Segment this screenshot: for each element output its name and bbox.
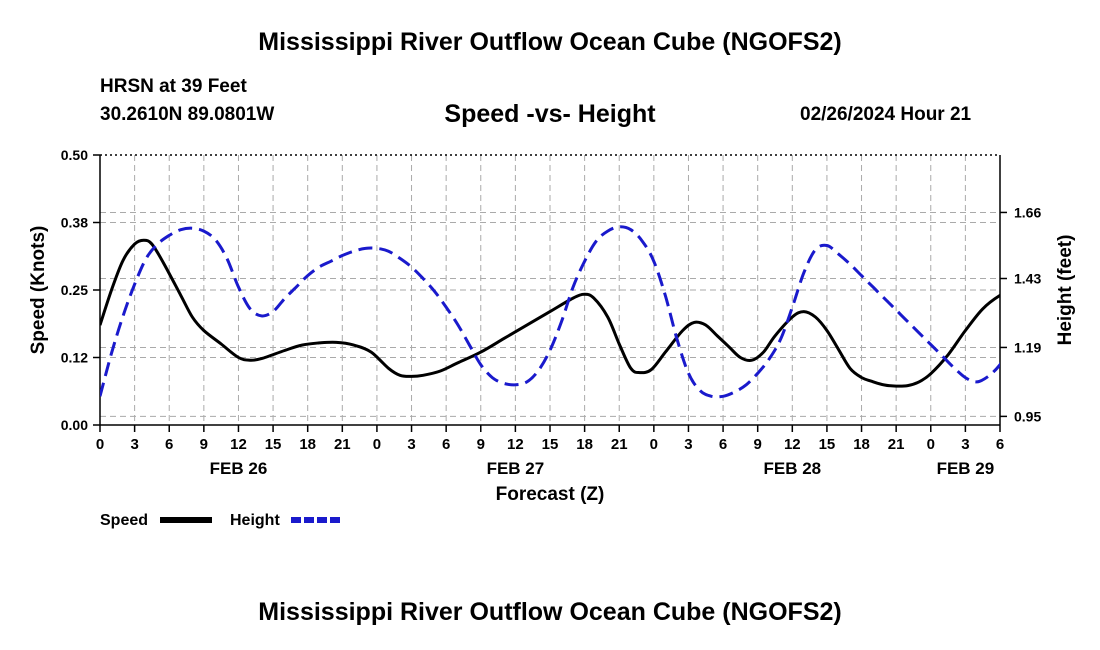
x-tick-label: 18 [853, 436, 870, 453]
right-tick-label: 0.95 [1014, 408, 1041, 424]
x-tick-label: 15 [265, 436, 282, 453]
x-tick-label: 12 [784, 436, 801, 453]
station-label: HRSN at 39 Feet [100, 76, 247, 97]
x-tick-label: 0 [927, 436, 935, 453]
x-tick-label: 9 [200, 436, 208, 453]
left-tick-label: 0.00 [61, 417, 88, 433]
speed-series-line [100, 238, 1000, 388]
chart-title: Mississippi River Outflow Ocean Cube (NG… [258, 28, 842, 56]
x-tick-label: 3 [684, 436, 692, 453]
right-tick-label: 1.19 [1014, 339, 1041, 355]
right-axis-label: Height (feet) [1055, 235, 1076, 346]
x-tick-label: 3 [130, 436, 138, 453]
left-tick-label: 0.12 [61, 350, 88, 366]
date-label: FEB 28 [763, 459, 821, 478]
x-tick-label: 6 [996, 436, 1004, 453]
x-tick-label: 6 [719, 436, 727, 453]
x-tick-label: 21 [611, 436, 628, 453]
x-tick-label: 12 [507, 436, 524, 453]
left-tick-label: 0.50 [61, 147, 88, 163]
right-tick-label: 1.43 [1014, 271, 1041, 287]
x-tick-label: 6 [165, 436, 173, 453]
forecast-datetime: 02/26/2024 Hour 21 [800, 104, 972, 125]
x-tick-label: 6 [442, 436, 450, 453]
x-tick-label: 3 [407, 436, 415, 453]
x-tick-label: 21 [334, 436, 351, 453]
x-tick-label: 15 [819, 436, 836, 453]
chart-subtitle: Speed -vs- Height [444, 100, 656, 128]
legend-speed-label: Speed [100, 512, 148, 529]
height-series-line [100, 225, 1000, 399]
x-tick-label: 18 [299, 436, 316, 453]
x-axis-label: Forecast (Z) [496, 484, 605, 505]
left-tick-label: 0.25 [61, 282, 88, 298]
right-tick-label: 1.66 [1014, 204, 1041, 220]
x-tick-label: 12 [230, 436, 247, 453]
x-tick-label: 0 [96, 436, 104, 453]
date-label: FEB 27 [487, 459, 545, 478]
x-tick-label: 15 [542, 436, 559, 453]
date-label: FEB 29 [937, 459, 995, 478]
legend-height-label: Height [230, 512, 280, 529]
x-tick-label: 9 [754, 436, 762, 453]
x-tick-label: 3 [961, 436, 969, 453]
left-tick-label: 0.38 [61, 215, 88, 231]
date-label: FEB 26 [210, 459, 268, 478]
left-axis-label: Speed (Knots) [28, 226, 49, 355]
x-tick-label: 9 [477, 436, 485, 453]
footer-title: Mississippi River Outflow Ocean Cube (NG… [258, 598, 842, 626]
x-tick-label: 0 [650, 436, 658, 453]
x-tick-label: 21 [888, 436, 905, 453]
x-tick-label: 18 [576, 436, 593, 453]
x-tick-label: 0 [373, 436, 381, 453]
coordinates-label: 30.2610N 89.0801W [100, 104, 275, 125]
